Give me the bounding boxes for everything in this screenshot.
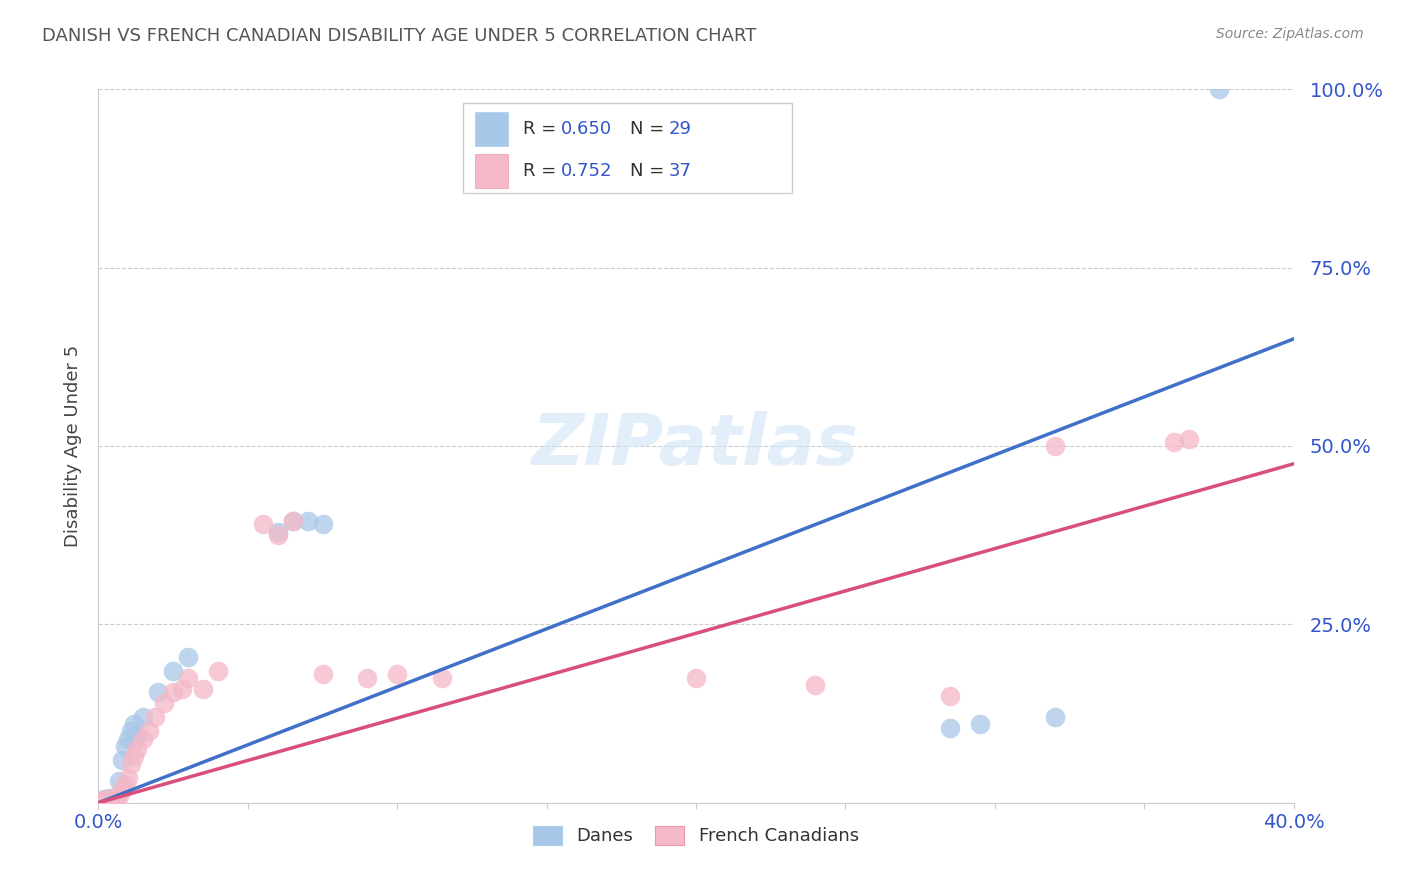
Text: 37: 37 bbox=[668, 162, 692, 180]
Bar bbox=[475, 112, 509, 146]
Point bbox=[98, 793, 122, 807]
Point bbox=[153, 696, 176, 710]
Point bbox=[162, 664, 184, 678]
Point bbox=[90, 794, 112, 808]
Point bbox=[114, 778, 136, 792]
Point bbox=[281, 514, 304, 528]
Point bbox=[1043, 439, 1066, 453]
Point bbox=[103, 794, 125, 808]
Point bbox=[177, 649, 200, 664]
Point bbox=[162, 685, 184, 699]
Point bbox=[108, 789, 131, 803]
Point bbox=[685, 671, 707, 685]
Point bbox=[1178, 432, 1201, 446]
Point bbox=[93, 794, 115, 808]
Point bbox=[124, 717, 146, 731]
Point bbox=[172, 681, 194, 696]
FancyBboxPatch shape bbox=[463, 103, 792, 193]
Text: 0.650: 0.650 bbox=[561, 120, 612, 138]
Point bbox=[297, 514, 319, 528]
Point bbox=[939, 721, 962, 735]
Point bbox=[143, 710, 166, 724]
Point bbox=[111, 753, 134, 767]
Point bbox=[939, 689, 962, 703]
Text: DANISH VS FRENCH CANADIAN DISABILITY AGE UNDER 5 CORRELATION CHART: DANISH VS FRENCH CANADIAN DISABILITY AGE… bbox=[42, 27, 756, 45]
Point bbox=[267, 524, 290, 539]
Point bbox=[96, 792, 118, 806]
Point bbox=[105, 792, 128, 806]
Text: R =: R = bbox=[523, 162, 561, 180]
Point bbox=[103, 793, 125, 807]
Text: ZIPatlas: ZIPatlas bbox=[533, 411, 859, 481]
Y-axis label: Disability Age Under 5: Disability Age Under 5 bbox=[63, 345, 82, 547]
Text: Source: ZipAtlas.com: Source: ZipAtlas.com bbox=[1216, 27, 1364, 41]
Text: 29: 29 bbox=[668, 120, 692, 138]
Point bbox=[93, 794, 115, 808]
Bar bbox=[475, 154, 509, 188]
Point bbox=[177, 671, 200, 685]
Point bbox=[96, 794, 118, 808]
Text: N =: N = bbox=[630, 162, 671, 180]
Point bbox=[311, 667, 333, 681]
Point bbox=[267, 528, 290, 542]
Point bbox=[90, 794, 112, 808]
Point bbox=[1163, 435, 1185, 450]
Point bbox=[117, 731, 139, 746]
Point bbox=[132, 731, 155, 746]
Point bbox=[96, 791, 118, 805]
Point bbox=[207, 664, 229, 678]
Text: R =: R = bbox=[523, 120, 561, 138]
Point bbox=[191, 681, 214, 696]
Point bbox=[430, 671, 453, 685]
Point bbox=[127, 742, 149, 756]
Point bbox=[127, 728, 149, 742]
Point bbox=[148, 685, 170, 699]
Point bbox=[117, 771, 139, 785]
Point bbox=[804, 678, 827, 692]
Point bbox=[98, 790, 122, 805]
Point bbox=[138, 724, 160, 739]
Point bbox=[111, 783, 134, 797]
Point bbox=[1043, 710, 1066, 724]
Point bbox=[93, 792, 115, 806]
Text: N =: N = bbox=[630, 120, 671, 138]
Point bbox=[124, 749, 146, 764]
Point bbox=[120, 724, 142, 739]
Point bbox=[281, 514, 304, 528]
Point bbox=[108, 774, 131, 789]
Point bbox=[120, 756, 142, 771]
Point bbox=[105, 791, 128, 805]
Legend: Danes, French Canadians: Danes, French Canadians bbox=[524, 817, 868, 855]
Point bbox=[114, 739, 136, 753]
Text: 0.752: 0.752 bbox=[561, 162, 613, 180]
Point bbox=[132, 710, 155, 724]
Point bbox=[385, 667, 409, 681]
Point bbox=[1208, 82, 1230, 96]
Point bbox=[103, 791, 125, 805]
Point bbox=[105, 790, 128, 805]
Point bbox=[96, 793, 118, 807]
Point bbox=[98, 794, 122, 808]
Point bbox=[252, 517, 274, 532]
Point bbox=[969, 717, 991, 731]
Point bbox=[356, 671, 378, 685]
Point bbox=[311, 517, 333, 532]
